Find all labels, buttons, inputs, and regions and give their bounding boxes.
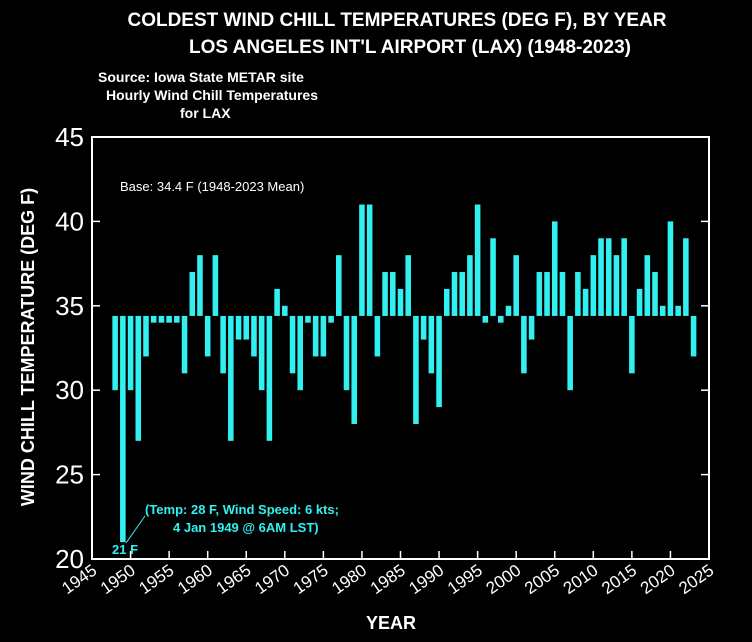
bar-1961	[212, 255, 219, 316]
bar-2001	[521, 315, 527, 374]
bar-1949	[120, 315, 126, 543]
bar-2021	[675, 305, 681, 316]
y-axis-ticks: 20 25 30 35 40 45	[55, 122, 709, 574]
bar-1952	[143, 315, 149, 357]
bar-2012	[605, 238, 612, 316]
station-note: for LAX	[180, 105, 231, 121]
bar-2008	[575, 272, 581, 316]
y-tick-label: 40	[55, 206, 84, 236]
bar-1983	[382, 272, 388, 316]
bar-1976	[328, 315, 334, 323]
bar-1971	[289, 315, 296, 374]
bar-1962	[220, 315, 226, 374]
annotation-detail-1: (Temp: 28 F, Wind Speed: 6 kts;	[145, 502, 339, 517]
bar-1967	[258, 315, 265, 391]
y-tick-label: 25	[55, 460, 84, 490]
bar-1992	[451, 272, 458, 316]
bar-1999	[505, 305, 512, 316]
bar-2017	[644, 255, 651, 316]
chart-title: COLDEST WIND CHILL TEMPERATURES (DEG F),…	[127, 10, 666, 31]
bar-1997	[490, 238, 496, 316]
bar-1963	[228, 315, 234, 441]
bar-1994	[467, 255, 473, 316]
bar-1990	[436, 315, 442, 408]
bar-1996	[482, 315, 489, 323]
bar-1993	[459, 272, 465, 316]
bar-1959	[197, 255, 203, 316]
bar-1954	[158, 315, 165, 323]
y-axis-label: WIND CHILL TEMPERATURE (DEG F)	[18, 188, 38, 506]
bar-1951	[135, 315, 142, 441]
x-axis-label: YEAR	[366, 613, 416, 633]
bar-1958	[189, 272, 196, 316]
bar-2020	[667, 221, 674, 316]
bar-1974	[312, 315, 319, 357]
bar-2011	[598, 238, 604, 316]
bar-1984	[390, 272, 396, 316]
bar-2009	[582, 288, 589, 316]
y-tick-label: 45	[55, 122, 84, 152]
chart-subtitle: LOS ANGELES INT'L AIRPORT (LAX) (1948-20…	[189, 37, 631, 58]
y-tick-label: 30	[55, 375, 84, 405]
bar-2023	[690, 315, 697, 357]
annotation-detail-2: 4 Jan 1949 @ 6AM LST)	[173, 520, 319, 535]
y-tick-label: 35	[55, 291, 84, 321]
bar-2013	[613, 255, 620, 316]
annotation-leader	[125, 515, 146, 544]
bar-1968	[266, 315, 273, 441]
bar-2016	[636, 288, 643, 316]
bar-2019	[659, 305, 666, 316]
bar-1988	[420, 315, 427, 340]
bar-1979	[351, 315, 357, 424]
bar-1966	[251, 315, 257, 357]
plot-frame	[91, 136, 710, 560]
bar-1973	[305, 315, 311, 323]
bar-2015	[629, 315, 635, 374]
bar-2004	[544, 272, 550, 316]
bar-1998	[497, 315, 504, 323]
bar-1957	[181, 315, 188, 374]
bar-2005	[551, 221, 558, 316]
bar-2014	[621, 238, 627, 316]
bar-2010	[590, 255, 597, 316]
annotation-min-label: 21 F	[112, 542, 138, 557]
bar-1985	[397, 288, 404, 316]
bar-2000	[513, 255, 519, 316]
bar-1980	[359, 204, 365, 316]
bar-series	[112, 204, 697, 543]
y-tick-label: 20	[55, 544, 84, 574]
bar-2018	[652, 272, 658, 316]
bar-1978	[343, 315, 350, 391]
bar-1981	[366, 204, 373, 316]
bar-1956	[174, 315, 180, 323]
bar-1964	[235, 315, 242, 340]
bar-2006	[559, 272, 566, 316]
bar-1986	[405, 255, 411, 316]
bar-1950	[127, 315, 134, 391]
bar-1982	[374, 315, 381, 357]
bar-2002	[528, 315, 535, 340]
bar-1989	[428, 315, 435, 374]
bar-1970	[282, 305, 288, 316]
source-note: Source: Iowa State METAR site	[98, 69, 304, 85]
bar-1987	[413, 315, 419, 424]
bar-1972	[297, 315, 304, 391]
bar-1969	[274, 288, 280, 316]
bar-1948	[112, 315, 118, 391]
bar-1960	[204, 315, 211, 357]
bar-2007	[567, 315, 573, 391]
method-note: Hourly Wind Chill Temperatures	[106, 87, 318, 103]
bar-1975	[320, 315, 327, 357]
bar-1953	[150, 315, 157, 323]
bar-1991	[444, 288, 450, 316]
bar-2022	[683, 238, 689, 316]
bar-1977	[336, 255, 342, 316]
bar-1995	[474, 204, 481, 316]
bar-2003	[536, 272, 543, 316]
bar-1955	[166, 315, 172, 323]
base-label: Base: 34.4 F (1948-2023 Mean)	[120, 179, 304, 194]
bar-1965	[243, 315, 250, 340]
